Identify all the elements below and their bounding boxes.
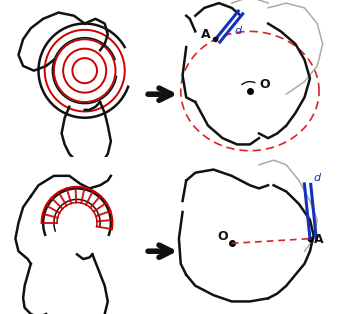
- Text: A: A: [201, 28, 210, 41]
- Text: A: A: [314, 233, 323, 246]
- Text: d: d: [234, 26, 241, 36]
- Text: d: d: [313, 173, 320, 183]
- Text: O: O: [217, 230, 228, 243]
- Text: O: O: [259, 78, 270, 91]
